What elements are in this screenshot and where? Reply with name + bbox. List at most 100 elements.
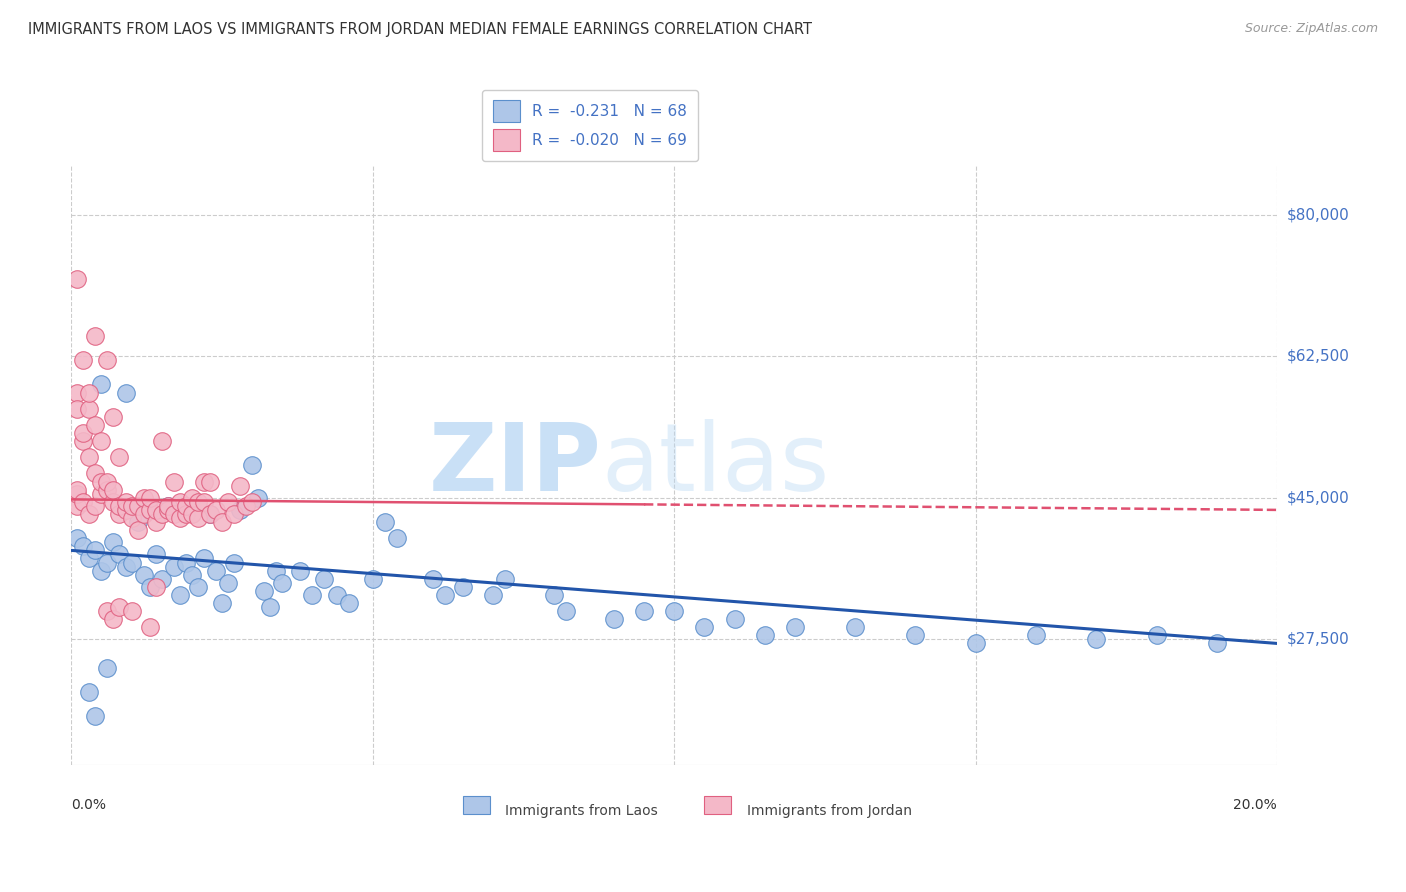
Point xyxy=(108,450,131,465)
Point xyxy=(693,620,716,634)
Point xyxy=(156,503,179,517)
Point xyxy=(84,329,107,343)
Point xyxy=(90,564,112,578)
Point xyxy=(211,596,233,610)
FancyBboxPatch shape xyxy=(704,796,731,814)
Point xyxy=(222,507,245,521)
Point xyxy=(633,604,655,618)
Point xyxy=(259,600,281,615)
Point xyxy=(1206,636,1229,650)
Point xyxy=(235,499,257,513)
Text: Immigrants from Jordan: Immigrants from Jordan xyxy=(747,804,911,818)
Point xyxy=(180,491,202,505)
Point xyxy=(337,596,360,610)
Point xyxy=(90,475,112,489)
Point xyxy=(103,612,125,626)
Point xyxy=(127,523,149,537)
Point xyxy=(163,559,186,574)
Point xyxy=(180,507,202,521)
Point xyxy=(145,548,167,562)
Point xyxy=(187,495,209,509)
Text: Source: ZipAtlas.com: Source: ZipAtlas.com xyxy=(1244,22,1378,36)
Point xyxy=(79,385,101,400)
FancyBboxPatch shape xyxy=(463,796,489,814)
Point xyxy=(156,499,179,513)
Point xyxy=(264,564,287,578)
Point xyxy=(434,588,457,602)
Point xyxy=(96,483,118,497)
Point xyxy=(205,503,228,517)
Point xyxy=(1146,628,1168,642)
Point xyxy=(66,272,89,286)
Point xyxy=(494,572,516,586)
Point xyxy=(187,580,209,594)
Point xyxy=(96,353,118,368)
Point xyxy=(783,620,806,634)
Point xyxy=(603,612,626,626)
Point xyxy=(138,491,160,505)
Point xyxy=(145,580,167,594)
Point xyxy=(114,385,136,400)
Point xyxy=(904,628,927,642)
Point xyxy=(138,503,160,517)
Point xyxy=(554,604,576,618)
Point xyxy=(114,495,136,509)
Point xyxy=(90,487,112,501)
Point xyxy=(205,564,228,578)
Point xyxy=(361,572,384,586)
Point xyxy=(271,575,294,590)
Point xyxy=(96,661,118,675)
Point xyxy=(84,709,107,723)
Point xyxy=(217,575,239,590)
Point xyxy=(127,515,149,529)
Point xyxy=(543,588,565,602)
Point xyxy=(1085,632,1108,647)
Point xyxy=(127,499,149,513)
Point xyxy=(385,531,408,545)
Point xyxy=(723,612,745,626)
Point xyxy=(482,588,505,602)
Point xyxy=(96,604,118,618)
Point xyxy=(103,495,125,509)
Point xyxy=(222,556,245,570)
Point xyxy=(174,507,197,521)
Point xyxy=(114,559,136,574)
Point xyxy=(103,483,125,497)
Point xyxy=(211,515,233,529)
Point xyxy=(163,507,186,521)
Point xyxy=(180,567,202,582)
Point xyxy=(108,507,131,521)
Point xyxy=(66,499,89,513)
Point xyxy=(198,475,221,489)
Point xyxy=(132,507,155,521)
Point xyxy=(217,495,239,509)
Text: atlas: atlas xyxy=(602,419,830,511)
Point xyxy=(72,425,94,440)
Point xyxy=(169,588,191,602)
Point xyxy=(84,467,107,481)
Point xyxy=(84,499,107,513)
Point xyxy=(174,556,197,570)
Point xyxy=(301,588,323,602)
Text: ZIP: ZIP xyxy=(429,419,602,511)
Point xyxy=(96,475,118,489)
Point xyxy=(132,491,155,505)
Point xyxy=(79,551,101,566)
Point xyxy=(96,556,118,570)
Point xyxy=(169,511,191,525)
Text: $45,000: $45,000 xyxy=(1286,491,1350,505)
Point xyxy=(90,434,112,449)
Point xyxy=(240,458,263,473)
Point xyxy=(138,620,160,634)
Point xyxy=(145,515,167,529)
Point xyxy=(66,385,89,400)
Point xyxy=(84,543,107,558)
Point xyxy=(66,487,89,501)
Point xyxy=(79,450,101,465)
Point xyxy=(247,491,270,505)
Point xyxy=(79,685,101,699)
Point xyxy=(150,507,173,521)
Point xyxy=(72,495,94,509)
Point xyxy=(138,580,160,594)
Point xyxy=(193,475,215,489)
